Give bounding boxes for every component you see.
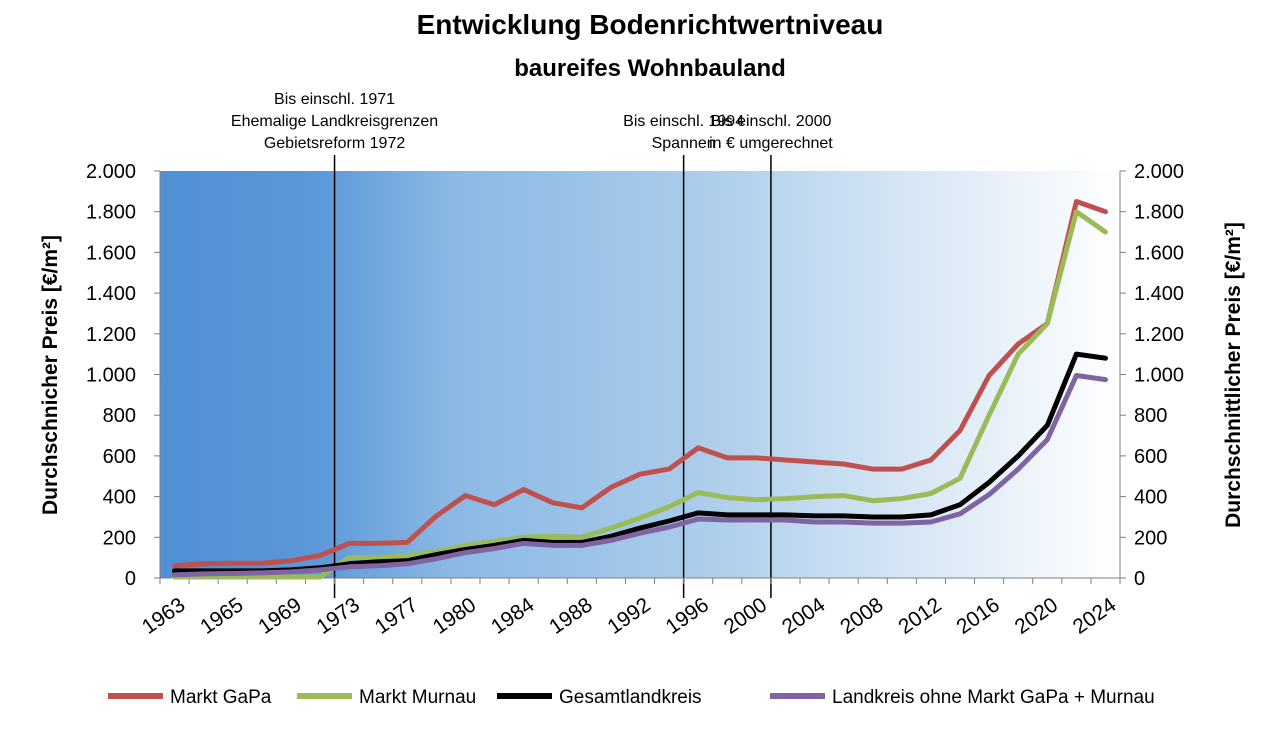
legend-label: Landkreis ohne Markt GaPa + Murnau [832, 687, 1155, 708]
y-tick-label-right: 2.000 [1134, 161, 1184, 183]
annotation-text: Gebietsreform 1972 [264, 135, 406, 152]
y-tick-label-left: 600 [103, 446, 136, 468]
y-tick-label-left: 200 [103, 527, 136, 549]
y-tick-label-left: 1.600 [86, 242, 136, 264]
x-tick-label: 1977 [371, 593, 422, 639]
annotation-text: Bis einschl. 1994 [623, 113, 744, 130]
x-tick-label: 1980 [429, 593, 480, 639]
y-tick-label-right: 1.200 [1134, 324, 1184, 346]
x-tick-label: 1965 [196, 593, 247, 639]
y-tick-label-right: 1.000 [1134, 365, 1184, 387]
annotations: Bis einschl. 1971 Ehemalige Landkreisgren… [231, 91, 833, 598]
plot-area-background [160, 171, 1120, 578]
y-tick-label-left: 1.400 [86, 283, 136, 305]
x-tick-label: 2016 [952, 593, 1003, 639]
x-tick-label: 1984 [487, 593, 539, 639]
y-tick-label-right: 1.600 [1134, 242, 1184, 264]
legend-label: Markt Murnau [359, 687, 476, 708]
y-tick-label-right: 200 [1134, 527, 1167, 549]
y-tick-label-right: 1.800 [1134, 202, 1184, 224]
annotation-text: in € umgerechnet [709, 135, 833, 152]
legend: Markt GaPa Markt Murnau Gesamtlandkreis Lan… [108, 687, 1155, 708]
legend-label: Markt GaPa [170, 687, 272, 708]
annotation-text: Ehemalige Landkreisgrenzen [231, 113, 438, 130]
x-tick-label: 2024 [1069, 593, 1121, 639]
y-tick-label-right: 800 [1134, 405, 1167, 427]
annotation-text: Spannen [652, 135, 716, 152]
x-tick-label: 1969 [254, 593, 305, 639]
y-tick-label-left: 1.800 [86, 202, 136, 224]
y-tick-label-left: 2.000 [86, 161, 136, 183]
y-tick-label-left: 0 [125, 568, 136, 590]
x-tick-label: 1992 [603, 593, 654, 639]
chart-title: Entwicklung Bodenrichtwertniveau [417, 9, 884, 40]
x-tick-label: 2012 [894, 593, 945, 639]
y-axis-label-right: Durchschnittlicher Preis [€/m²] [1222, 222, 1245, 528]
y-tick-label-left: 800 [103, 405, 136, 427]
series-line [172, 373, 1108, 578]
annotation-text: Bis einschl. 2000 [710, 113, 831, 130]
x-tick-label: 2004 [778, 593, 830, 639]
y-tick-label-right: 400 [1134, 487, 1167, 509]
x-tick-label: 2000 [720, 593, 771, 639]
y-tick-label-right: 600 [1134, 446, 1167, 468]
chart-subtitle: baureifes Wohnbauland [514, 55, 786, 82]
y-tick-label-left: 1.000 [86, 365, 136, 387]
x-tick-label: 2008 [836, 593, 887, 639]
series-lines [172, 199, 1108, 580]
legend-label: Gesamtlandkreis [559, 687, 702, 708]
x-tick-label: 1963 [138, 593, 189, 639]
y-axis-label-left: Durchschnicher Preis [€/m²] [39, 235, 62, 515]
series-line [172, 199, 1108, 569]
x-tick-label: 1996 [662, 593, 713, 639]
y-tick-label-right: 0 [1134, 568, 1145, 590]
annotation-text: Bis einschl. 1971 [274, 91, 395, 108]
y-tick-label-left: 400 [103, 487, 136, 509]
y-tick-label-left: 1.200 [86, 324, 136, 346]
x-tick-label: 1988 [545, 593, 596, 639]
x-tick-label: 2020 [1011, 593, 1062, 639]
y-tick-label-right: 1.400 [1134, 283, 1184, 305]
x-tick-label: 1973 [312, 593, 363, 639]
